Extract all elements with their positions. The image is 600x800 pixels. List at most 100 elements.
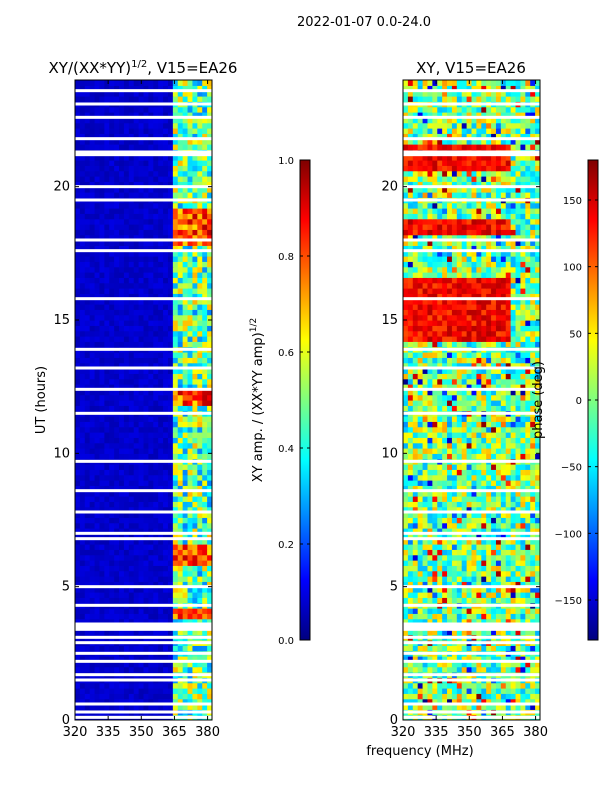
colorbar-tick-label: 0.6 bbox=[278, 348, 294, 359]
heatmap-cell bbox=[192, 597, 198, 604]
heatmap-cell bbox=[197, 384, 203, 390]
heatmap-cell bbox=[75, 549, 81, 556]
heatmap-cell bbox=[109, 261, 115, 268]
heatmap-cell bbox=[89, 394, 96, 401]
heatmap-cell bbox=[84, 453, 91, 460]
heatmap-cell bbox=[123, 416, 130, 422]
heatmap-cell bbox=[167, 389, 174, 396]
heatmap-cell bbox=[172, 554, 179, 561]
heatmap-cell bbox=[182, 128, 189, 134]
heatmap-cell bbox=[128, 192, 135, 198]
heatmap-cell bbox=[461, 597, 468, 604]
heatmap-cell bbox=[202, 213, 208, 220]
heatmap-cell bbox=[187, 224, 194, 230]
heatmap-cell bbox=[99, 645, 105, 652]
heatmap-cell bbox=[79, 378, 86, 385]
heatmap-cell bbox=[89, 512, 96, 518]
heatmap-cell bbox=[84, 496, 91, 502]
heatmap-cell bbox=[197, 688, 203, 694]
heatmap-cell bbox=[133, 629, 140, 636]
heatmap-cell bbox=[510, 549, 517, 556]
heatmap-cell bbox=[123, 128, 130, 134]
heatmap-cell bbox=[99, 453, 105, 460]
heatmap-cell bbox=[143, 288, 149, 294]
heatmap-cell bbox=[123, 293, 130, 300]
heatmap-cell bbox=[471, 618, 477, 625]
heatmap-cell bbox=[79, 698, 86, 705]
heatmap-cell bbox=[182, 261, 189, 268]
heatmap-cell bbox=[510, 570, 517, 577]
heatmap-cell bbox=[119, 506, 125, 513]
heatmap-cell bbox=[202, 704, 208, 710]
heatmap-cell bbox=[123, 261, 130, 268]
heatmap-cell bbox=[75, 277, 81, 284]
heatmap-cell bbox=[104, 469, 110, 476]
heatmap-cell bbox=[163, 85, 169, 92]
heatmap-cell bbox=[138, 581, 145, 588]
heatmap-cell bbox=[403, 570, 409, 577]
heatmap-cell bbox=[481, 432, 487, 438]
heatmap-cell bbox=[207, 698, 212, 705]
heatmap-cell bbox=[481, 480, 487, 486]
heatmap-cell bbox=[119, 261, 125, 268]
heatmap-cell bbox=[197, 592, 203, 598]
heatmap-cell bbox=[89, 448, 96, 454]
heatmap-cell bbox=[491, 469, 497, 476]
heatmap-cell bbox=[148, 341, 154, 348]
heatmap-cell bbox=[114, 581, 120, 588]
heatmap-cell bbox=[158, 272, 164, 278]
heatmap-cell bbox=[133, 202, 140, 209]
heatmap-cell bbox=[109, 106, 115, 113]
heatmap-cell bbox=[119, 352, 125, 358]
heatmap-cell bbox=[163, 416, 169, 422]
heatmap-cell bbox=[407, 613, 414, 620]
heatmap-cell bbox=[158, 512, 164, 518]
heatmap-cell bbox=[535, 613, 540, 620]
heatmap-cell bbox=[447, 549, 453, 556]
heatmap-cell bbox=[172, 229, 179, 236]
heatmap-cell bbox=[197, 426, 203, 433]
heatmap-cell bbox=[158, 362, 164, 369]
heatmap-cell bbox=[114, 688, 120, 694]
heatmap-cell bbox=[471, 496, 477, 502]
heatmap-cell bbox=[89, 122, 96, 129]
heatmap-cell bbox=[192, 421, 198, 428]
heatmap-cell bbox=[417, 618, 424, 625]
heatmap-cell bbox=[123, 176, 130, 182]
heatmap-cell bbox=[442, 629, 448, 636]
heatmap-cell bbox=[109, 368, 115, 374]
heatmap-cell bbox=[207, 144, 212, 150]
heatmap-cell bbox=[143, 426, 149, 433]
heatmap-cell bbox=[495, 661, 502, 668]
heatmap-cell bbox=[182, 208, 189, 214]
heatmap-cell bbox=[79, 522, 86, 529]
heatmap-cell bbox=[114, 629, 120, 636]
heatmap-cell bbox=[94, 336, 101, 342]
heatmap-cell bbox=[84, 282, 91, 289]
heatmap-cell bbox=[520, 442, 526, 449]
heatmap-cell bbox=[84, 368, 91, 374]
heatmap-cell bbox=[75, 229, 81, 236]
heatmap-cell bbox=[167, 80, 174, 86]
heatmap-cell bbox=[491, 645, 497, 652]
heatmap-cell bbox=[530, 656, 536, 662]
heatmap-cell bbox=[177, 229, 184, 236]
heatmap-cell bbox=[417, 704, 424, 710]
heatmap-cell bbox=[437, 560, 443, 566]
heatmap-cell bbox=[94, 112, 101, 118]
heatmap-cell bbox=[123, 437, 130, 444]
heatmap-cell bbox=[202, 245, 208, 252]
heatmap-cell bbox=[525, 490, 531, 497]
heatmap-cell bbox=[94, 314, 101, 321]
heatmap-cell bbox=[187, 96, 194, 102]
heatmap-cell bbox=[158, 378, 164, 385]
heatmap-cell bbox=[119, 160, 125, 166]
heatmap-cell bbox=[525, 544, 531, 550]
heatmap-cell bbox=[172, 506, 179, 513]
heatmap-cell bbox=[123, 133, 130, 140]
heatmap-cell bbox=[84, 533, 91, 540]
heatmap-cell bbox=[500, 613, 507, 620]
amplitude-plot-frame bbox=[74, 79, 213, 721]
heatmap-cell bbox=[530, 666, 536, 673]
heatmap-cell bbox=[177, 480, 184, 486]
